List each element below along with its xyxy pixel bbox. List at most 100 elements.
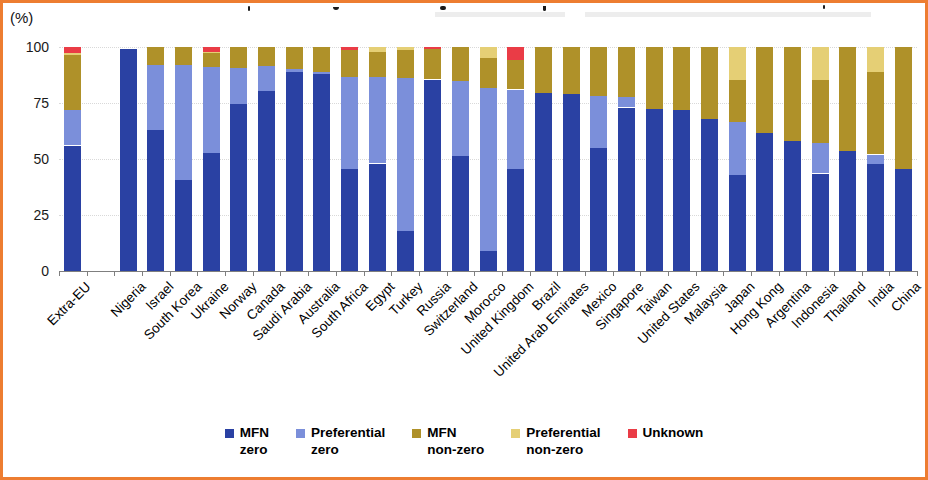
bar-segment-mfn-non-zero: [286, 47, 303, 69]
bar-segment-preferential-zero: [729, 122, 746, 175]
y-axis-tick-label: 0: [3, 263, 49, 279]
bar-segment-mfn-zero: [258, 91, 275, 271]
x-axis-tick: [59, 272, 60, 276]
bar-segment-mfn-zero: [286, 72, 303, 271]
bar-segment-preferential-zero: [867, 155, 884, 164]
legend-item-preferential-zero: Preferentialzero: [296, 425, 385, 459]
bar-segment-mfn-non-zero: [480, 58, 497, 88]
bar-segment-preferential-zero: [341, 77, 358, 169]
bar-segment-mfn-non-zero: [784, 47, 801, 141]
legend-swatch-unknown: [628, 429, 637, 438]
x-axis-tick: [336, 272, 337, 276]
bar-segment-mfn-zero: [313, 74, 330, 271]
legend-label: MFNzero: [240, 425, 269, 459]
bar-segment-mfn-zero: [424, 80, 441, 272]
bar-segment-preferential-zero: [452, 81, 469, 156]
bar-segment-preferential-non-zero: [397, 47, 414, 50]
x-axis-tick: [447, 272, 448, 276]
bar-segment-mfn-zero: [147, 130, 164, 271]
bar-segment-mfn-non-zero: [867, 72, 884, 155]
bar-segment-mfn-non-zero: [452, 47, 469, 81]
bar-segment-mfn-zero: [867, 164, 884, 272]
y-axis-tick-label: 75: [3, 95, 49, 111]
bar-segment-mfn-zero: [784, 141, 801, 271]
x-axis-tick: [806, 272, 807, 276]
x-axis-tick: [419, 272, 420, 276]
bar-segment-preferential-non-zero: [729, 47, 746, 80]
legend-label: Unknown: [643, 425, 704, 442]
x-axis-tick: [114, 272, 115, 276]
bar-segment-mfn-non-zero: [618, 47, 635, 97]
legend-swatch-mfn-non-zero: [412, 429, 421, 438]
legend-swatch-preferential-non-zero: [511, 429, 520, 438]
bar-segment-mfn-non-zero: [563, 47, 580, 94]
bar-segment-mfn-zero: [563, 94, 580, 271]
x-axis-tick: [308, 272, 309, 276]
bar-segment-unknown: [424, 47, 441, 49]
x-axis-tick: [834, 272, 835, 276]
legend-label: Preferentialzero: [311, 425, 385, 459]
x-axis-tick: [640, 272, 641, 276]
clipped-title-fragment: [435, 12, 565, 17]
bar-segment-preferential-zero: [203, 67, 220, 153]
bar-segment-mfn-zero: [341, 169, 358, 271]
y-axis-tick-label: 25: [3, 207, 49, 223]
bar-segment-mfn-non-zero: [203, 53, 220, 68]
x-axis-tick: [87, 272, 88, 276]
bar-segment-mfn-non-zero: [646, 47, 663, 109]
legend-label: MFNnon-zero: [427, 425, 484, 459]
bar-segment-preferential-zero: [480, 88, 497, 250]
y-axis-unit-label: (%): [10, 9, 33, 26]
bar-segment-preferential-zero: [64, 110, 81, 146]
bar-segment-mfn-non-zero: [230, 47, 247, 68]
bar-segment-mfn-non-zero: [839, 47, 856, 151]
x-axis-tick: [751, 272, 752, 276]
x-axis-tick: [668, 272, 669, 276]
bar-segment-preferential-zero: [230, 68, 247, 104]
bar-segment-mfn-zero: [452, 156, 469, 271]
bar-segment-mfn-non-zero: [397, 50, 414, 78]
x-axis-tick: [779, 272, 780, 276]
bar-segment-preferential-non-zero: [203, 52, 220, 53]
x-axis-tick: [391, 272, 392, 276]
x-axis-tick: [585, 272, 586, 276]
bar-segment-preferential-zero: [286, 69, 303, 71]
bar-segment-unknown: [507, 47, 524, 60]
x-axis-tick: [557, 272, 558, 276]
bar-segment-preferential-non-zero: [64, 53, 81, 55]
x-axis-tick: [364, 272, 365, 276]
bar-segment-preferential-zero: [812, 143, 829, 173]
bar-segment-preferential-zero: [590, 96, 607, 148]
bar-segment-mfn-non-zero: [313, 47, 330, 72]
bar-segment-mfn-non-zero: [341, 50, 358, 77]
bar-segment-mfn-non-zero: [812, 80, 829, 144]
chart-canvas: (%) 0255075100Extra-EUNigeriaIsraelSouth…: [0, 0, 928, 480]
clipped-title-fragment: [248, 6, 250, 11]
y-axis-tick-label: 100: [3, 39, 49, 55]
bar-segment-mfn-zero: [507, 169, 524, 271]
bar-segment-mfn-non-zero: [369, 52, 386, 78]
bar-segment-mfn-zero: [175, 180, 192, 271]
bar-segment-preferential-non-zero: [480, 47, 497, 58]
bar-segment-mfn-non-zero: [64, 55, 81, 110]
bar-segment-preferential-zero: [397, 78, 414, 230]
bar-segment-mfn-non-zero: [507, 60, 524, 89]
legend-label: Preferentialnon-zero: [526, 425, 600, 459]
bar-segment-mfn-non-zero: [895, 47, 912, 169]
bar-segment-mfn-zero: [590, 148, 607, 271]
bar-segment-preferential-zero: [147, 65, 164, 130]
x-axis-tick: [502, 272, 503, 276]
bar-segment-mfn-zero: [729, 175, 746, 271]
bar-segment-mfn-zero: [397, 231, 414, 271]
bar-segment-mfn-non-zero: [258, 47, 275, 66]
bar-segment-mfn-non-zero: [729, 80, 746, 123]
bar-segment-unknown: [341, 47, 358, 50]
x-axis-tick: [197, 272, 198, 276]
x-axis-tick: [530, 272, 531, 276]
bar-segment-preferential-zero: [175, 65, 192, 180]
bar-segment-preferential-non-zero: [812, 47, 829, 80]
clipped-title-fragment: [440, 6, 446, 10]
bar-segment-mfn-non-zero: [756, 47, 773, 133]
x-axis-tick: [889, 272, 890, 276]
x-axis-tick: [723, 272, 724, 276]
